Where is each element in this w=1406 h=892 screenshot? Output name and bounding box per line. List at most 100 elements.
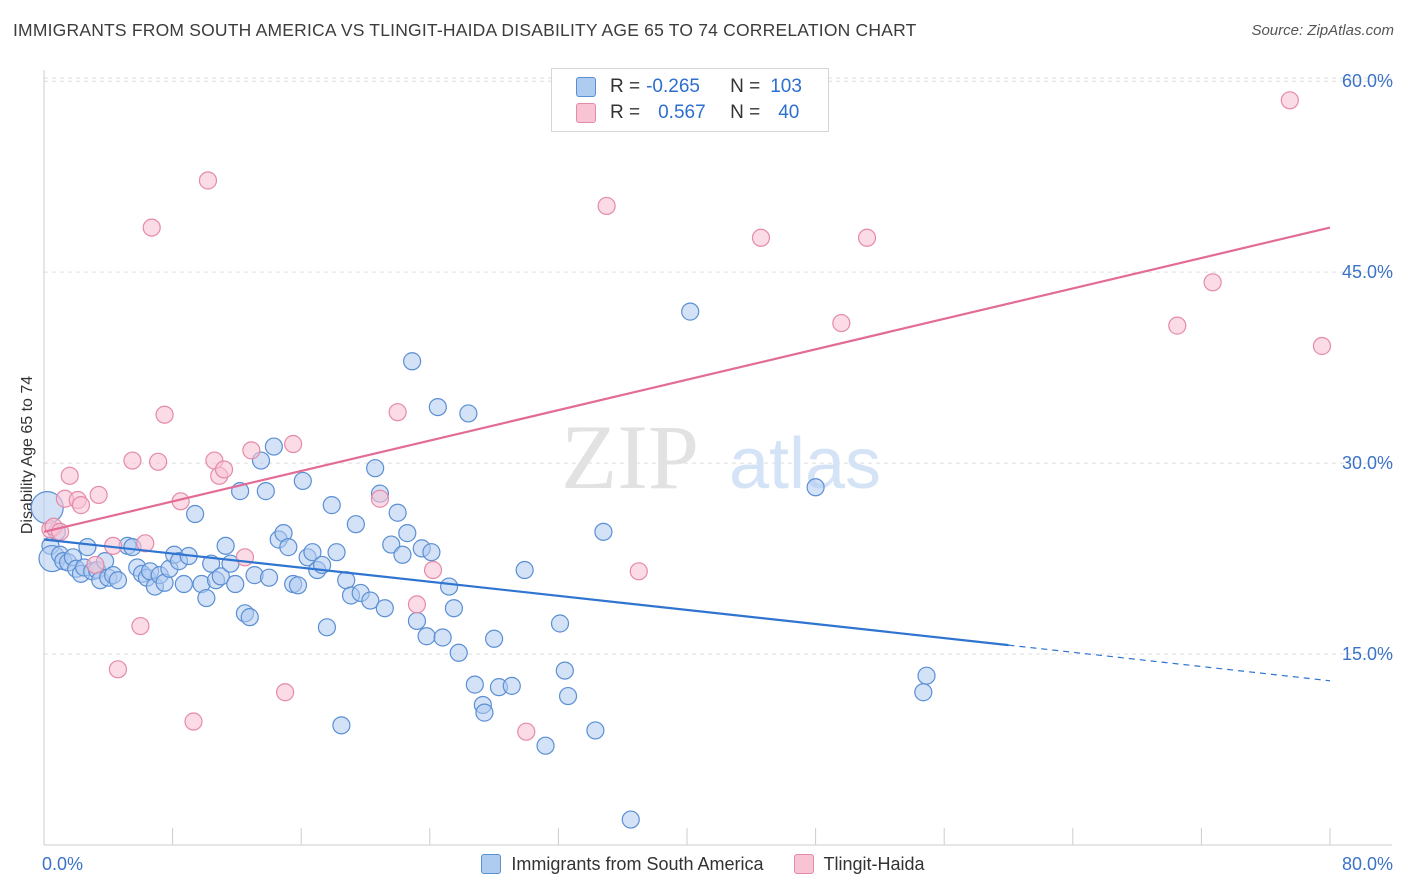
data-point <box>108 660 128 679</box>
data-point <box>202 554 221 573</box>
y-tick-label: 30.0% <box>1342 453 1393 473</box>
data-point <box>89 485 108 505</box>
legend-label: Immigrants from South America <box>511 853 764 874</box>
series-tlingit-haida <box>41 91 1332 741</box>
data-point <box>174 574 193 594</box>
blue-swatch <box>576 77 596 97</box>
data-point <box>515 560 534 580</box>
r-label: R = <box>610 76 641 97</box>
data-point <box>621 810 640 829</box>
data-point <box>403 352 422 371</box>
trend-lines <box>43 226 1331 682</box>
data-point <box>86 555 105 575</box>
data-point <box>444 599 464 618</box>
n-label: N = <box>730 76 761 97</box>
data-point <box>857 228 877 247</box>
data-point <box>108 571 128 590</box>
data-point <box>1203 273 1222 292</box>
stats-legend: R = -0.265 N = 103 R = 0.567 N = 40 <box>551 68 829 132</box>
data-point <box>214 460 234 479</box>
data-point <box>375 599 394 618</box>
trend-line-pink <box>43 226 1331 533</box>
data-point <box>388 503 407 522</box>
data-point <box>293 471 312 491</box>
watermark: ZIP atlas <box>561 406 881 508</box>
data-point <box>186 504 205 524</box>
x-tick-label: 0.0% <box>42 854 83 874</box>
data-point <box>433 628 452 647</box>
legend-item-immigrants: Immigrants from South America <box>481 852 764 876</box>
data-point <box>78 538 97 557</box>
data-point <box>485 629 504 648</box>
data-point <box>303 543 322 562</box>
x-tick-label: 80.0% <box>1342 854 1393 874</box>
data-point <box>517 722 536 741</box>
data-point <box>917 666 936 685</box>
tick-labels: 15.0% 30.0% 45.0% 60.0% 0.0% 80.0% <box>42 71 1393 874</box>
trend-line-blue <box>43 538 1009 647</box>
data-point <box>1280 91 1299 110</box>
data-point <box>558 686 578 706</box>
data-point <box>417 627 436 646</box>
data-point <box>346 515 365 534</box>
pink-swatch <box>576 103 596 123</box>
data-point <box>465 675 484 694</box>
legend-row-blue: R = -0.265 N = 103 <box>576 75 802 99</box>
series-immigrants-south-america <box>30 302 936 829</box>
data-point <box>226 574 245 594</box>
data-point <box>407 611 427 631</box>
data-point <box>597 196 616 216</box>
data-point <box>594 522 613 541</box>
data-point <box>382 535 401 554</box>
source-credit: Source: ZipAtlas.com <box>1251 22 1394 39</box>
data-point <box>198 171 218 190</box>
trend-line-blue-extension <box>1008 644 1331 682</box>
chart-title: IMMIGRANTS FROM SOUTH AMERICA VS TLINGIT… <box>13 20 917 40</box>
data-point <box>197 588 216 608</box>
axes <box>43 70 1392 846</box>
pink-swatch <box>793 854 814 874</box>
n-value: 103 <box>770 76 802 97</box>
data-point <box>550 614 570 633</box>
data-point <box>155 405 174 424</box>
data-point <box>317 618 337 637</box>
watermark-zip: ZIP <box>561 406 699 508</box>
data-point <box>123 451 142 470</box>
data-point <box>361 591 380 610</box>
data-point <box>370 489 390 508</box>
data-point <box>279 538 298 557</box>
data-point <box>184 712 203 731</box>
data-point <box>288 576 308 595</box>
data-point <box>423 560 443 580</box>
data-point <box>211 567 230 586</box>
n-value: 40 <box>778 102 800 123</box>
y-tick-label: 45.0% <box>1342 262 1393 282</box>
data-point <box>284 434 303 454</box>
y-tick-label: 15.0% <box>1342 644 1393 664</box>
data-point <box>555 661 574 680</box>
data-point <box>428 397 447 417</box>
data-point <box>142 218 161 237</box>
data-point <box>327 543 346 562</box>
data-point <box>242 441 261 460</box>
blue-swatch <box>481 854 502 874</box>
data-point <box>240 608 259 627</box>
data-point <box>1312 336 1332 356</box>
data-point <box>586 721 605 740</box>
data-point <box>60 466 79 485</box>
y-tick-label: 60.0% <box>1342 71 1393 91</box>
data-point <box>475 703 494 722</box>
r-value: 0.567 <box>658 102 706 123</box>
watermark-atlas: atlas <box>729 424 881 504</box>
data-point <box>1168 316 1187 335</box>
data-point <box>131 616 150 636</box>
legend-label: Tlingit-Haida <box>823 853 925 874</box>
data-point <box>322 496 341 515</box>
data-point <box>388 403 407 422</box>
data-point <box>681 302 700 321</box>
data-point <box>276 683 295 702</box>
series-legend: Immigrants from South America Tlingit-Ha… <box>0 852 1406 876</box>
data-point <box>459 404 478 423</box>
data-point <box>259 568 279 587</box>
r-value: -0.265 <box>646 76 700 97</box>
